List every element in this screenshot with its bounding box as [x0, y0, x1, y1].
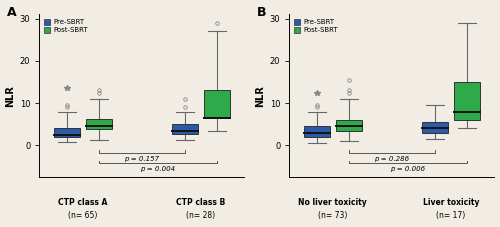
Bar	[422, 122, 448, 133]
Text: (n= 17): (n= 17)	[436, 211, 466, 220]
Bar	[204, 90, 230, 118]
Bar	[336, 120, 362, 131]
Bar	[172, 124, 198, 133]
Text: (n= 65): (n= 65)	[68, 211, 98, 220]
Text: Liver toxicity: Liver toxicity	[422, 198, 479, 207]
Text: CTP class B: CTP class B	[176, 198, 226, 207]
Bar	[54, 128, 80, 137]
Text: p = 0.004: p = 0.004	[140, 166, 175, 172]
Text: A: A	[6, 6, 16, 19]
Bar	[86, 119, 112, 129]
Text: No liver toxicity: No liver toxicity	[298, 198, 367, 207]
Legend: Pre-SBRT, Post-SBRT: Pre-SBRT, Post-SBRT	[293, 18, 340, 35]
Legend: Pre-SBRT, Post-SBRT: Pre-SBRT, Post-SBRT	[43, 18, 90, 35]
Bar	[454, 82, 480, 120]
Y-axis label: NLR: NLR	[6, 85, 16, 107]
Text: p = 0.286: p = 0.286	[374, 156, 410, 162]
Text: p = 0.157: p = 0.157	[124, 156, 160, 162]
Text: B: B	[256, 6, 266, 19]
Bar	[304, 126, 330, 137]
Text: p = 0.006: p = 0.006	[390, 166, 426, 172]
Y-axis label: NLR: NLR	[256, 85, 266, 107]
Text: CTP class A: CTP class A	[58, 198, 108, 207]
Text: (n= 73): (n= 73)	[318, 211, 348, 220]
Text: (n= 28): (n= 28)	[186, 211, 216, 220]
